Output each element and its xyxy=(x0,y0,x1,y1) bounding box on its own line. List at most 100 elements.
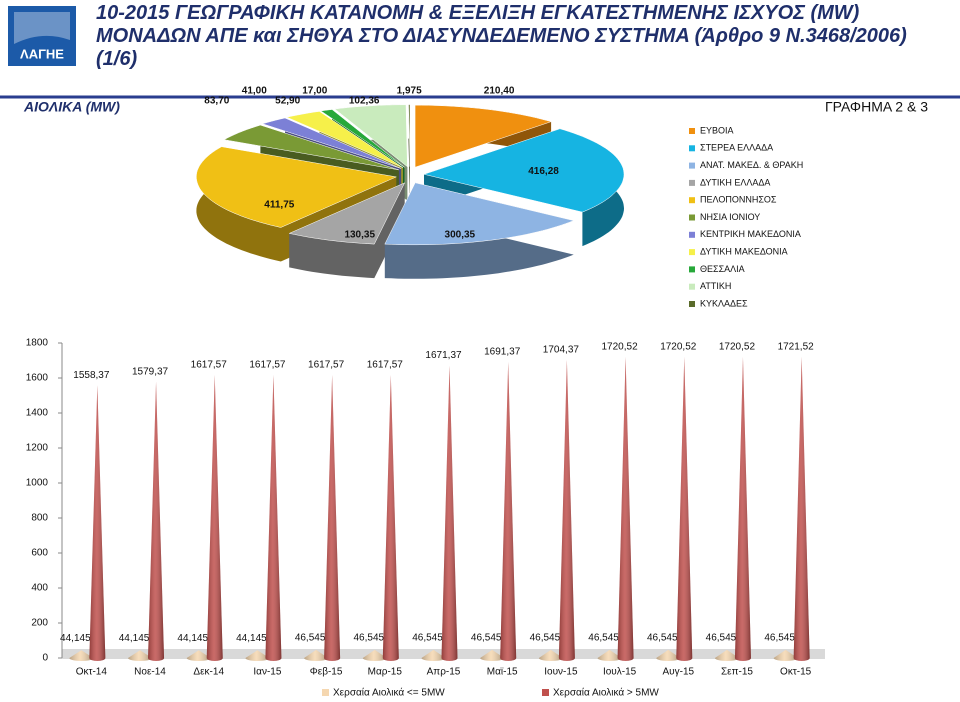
legend-label: ΚΥΚΛΑΔΕΣ xyxy=(700,298,748,308)
value-label: 46,545 xyxy=(764,632,795,643)
value-label: 1720,52 xyxy=(601,342,638,353)
cone-shade xyxy=(773,649,798,661)
legend-swatch xyxy=(689,231,695,238)
x-tick-label: Σεπ-15 xyxy=(721,667,753,678)
x-tick-label: Δεκ-14 xyxy=(193,667,224,678)
slice xyxy=(288,182,406,245)
slice-label: 210,40 xyxy=(484,86,515,97)
value-label: 1720,52 xyxy=(719,342,756,353)
cone-shade xyxy=(676,356,693,661)
value-label: 44,145 xyxy=(236,633,267,644)
legend-label: Χερσαία Αιολικά <= 5MW xyxy=(333,687,445,699)
y-tick-label: 1200 xyxy=(26,443,49,454)
x-tick-label: Ιουλ-15 xyxy=(603,667,637,678)
legend-swatch xyxy=(542,689,549,696)
cone-shade xyxy=(793,356,810,661)
value-label: 1617,57 xyxy=(308,360,345,371)
value-label: 46,545 xyxy=(471,632,502,643)
slice-side xyxy=(196,146,397,262)
value-label: 1558,37 xyxy=(73,370,110,381)
y-tick-label: 0 xyxy=(42,653,48,664)
legend-label: ΘΕΣΣΑΛΙΑ xyxy=(700,264,745,274)
slice-label: 17,00 xyxy=(302,86,327,97)
slice xyxy=(261,117,402,169)
legend-label: ΑΤΤΙΚΗ xyxy=(700,281,731,291)
cone-shade xyxy=(500,362,517,661)
slice-label: 130,35 xyxy=(344,229,375,240)
slice-label: 411,75 xyxy=(264,199,294,210)
slice xyxy=(384,182,575,246)
cone-shade xyxy=(265,374,282,661)
value-label: 1617,57 xyxy=(367,360,404,371)
legend-swatch xyxy=(689,162,695,169)
slice-side xyxy=(289,182,405,279)
x-tick-label: Μαρ-15 xyxy=(368,667,403,678)
x-tick-label: Απρ-15 xyxy=(427,667,461,678)
logo-text: ΛΑΓΗΕ xyxy=(20,46,64,61)
value-label: 44,145 xyxy=(177,633,208,644)
legend-label: ΚΕΝΤΡΙΚΗ ΜΑΚΕΔΟΝΙΑ xyxy=(700,229,801,239)
cone-shade xyxy=(421,649,446,661)
slice xyxy=(408,104,411,167)
cone-shade xyxy=(441,365,458,661)
legend-swatch xyxy=(689,179,695,186)
value-label: 1691,37 xyxy=(484,347,521,358)
value-label: 46,545 xyxy=(588,632,619,643)
legend-label: ΕΥΒΟΙΑ xyxy=(700,125,734,135)
value-label: 46,545 xyxy=(412,632,443,643)
legend-label: ΑΝΑΤ. ΜΑΚΕΔ. & ΘΡΑΚΗ xyxy=(700,160,803,170)
slice xyxy=(286,111,404,168)
value-label: 46,545 xyxy=(530,632,561,643)
legend-label: ΠΕΛΟΠΟΝΝΗΣΟΣ xyxy=(700,195,777,205)
x-tick-label: Φεβ-15 xyxy=(310,667,343,678)
value-label: 1721,52 xyxy=(778,341,815,352)
y-tick-label: 1800 xyxy=(26,338,49,349)
value-label: 1720,52 xyxy=(660,342,697,353)
legend-label: ΔΥΤΙΚΗ ΕΛΛΑΔΑ xyxy=(700,177,770,187)
pie-title: ΑΙΟΛΙΚΑ (MW) xyxy=(23,99,120,115)
y-tick-label: 1600 xyxy=(26,373,49,384)
value-label: 46,545 xyxy=(354,632,385,643)
legend-swatch xyxy=(689,301,695,307)
cone-shade xyxy=(148,381,165,661)
value-label: 1617,57 xyxy=(191,360,228,371)
y-tick-label: 800 xyxy=(31,513,48,524)
legend-swatch xyxy=(689,214,695,221)
x-tick-label: Αυγ-15 xyxy=(662,667,694,678)
legend-swatch xyxy=(689,266,695,273)
legend-swatch xyxy=(689,128,695,134)
legend-label: ΝΗΣΙΑ ΙΟΝΙΟΥ xyxy=(700,212,760,222)
cone-shade xyxy=(382,374,399,661)
logo-box xyxy=(8,6,76,66)
value-label: 46,545 xyxy=(706,632,737,643)
cone-shade xyxy=(206,374,223,661)
slice-label: 52,90 xyxy=(275,96,300,107)
cone-shade xyxy=(538,649,563,661)
cone-shade xyxy=(714,649,739,661)
legend-swatch xyxy=(689,249,695,256)
x-tick-label: Ιουν-15 xyxy=(544,667,578,678)
slice xyxy=(334,104,408,168)
legend-swatch xyxy=(689,145,695,152)
slice xyxy=(196,146,398,228)
legend-swatch xyxy=(689,283,695,290)
x-tick-label: Μαϊ-15 xyxy=(487,667,518,678)
cone-shade xyxy=(734,356,751,661)
cone-shade xyxy=(480,649,505,661)
slice-label: 83,70 xyxy=(204,96,229,107)
cone-shade xyxy=(617,356,634,661)
x-tick-label: Νοε-14 xyxy=(134,667,166,678)
slice-label: 416,28 xyxy=(528,166,559,177)
value-label: 46,545 xyxy=(647,632,678,643)
x-tick-label: Οκτ-15 xyxy=(780,667,812,678)
value-label: 44,145 xyxy=(119,633,150,644)
slice xyxy=(423,128,625,213)
legend-swatch xyxy=(689,197,695,204)
cone-shade xyxy=(362,649,387,661)
value-label: 1579,37 xyxy=(132,366,169,377)
slice xyxy=(223,124,399,171)
slice-label: 102,36 xyxy=(349,96,380,107)
legend-label: ΣΤΕΡΕΑ ΕΛΛΑΔΑ xyxy=(700,143,773,153)
